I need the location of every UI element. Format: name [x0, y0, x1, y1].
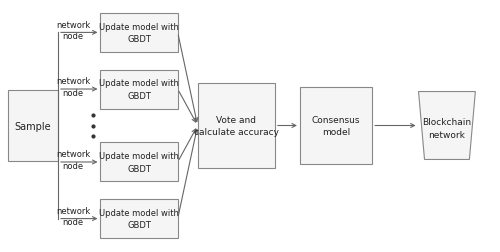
Text: network
node: network node: [56, 150, 90, 170]
Text: network
node: network node: [56, 21, 90, 41]
Text: Blockchain
network: Blockchain network: [422, 118, 472, 139]
Bar: [198, 83, 275, 169]
Text: Update model with
GBDT: Update model with GBDT: [99, 208, 179, 229]
Bar: [100, 70, 178, 109]
Bar: [300, 87, 372, 165]
Bar: [100, 14, 178, 53]
Text: Sample: Sample: [15, 121, 52, 131]
Text: Update model with
GBDT: Update model with GBDT: [99, 152, 179, 173]
Text: Vote and
calculate accuracy: Vote and calculate accuracy: [194, 115, 279, 137]
Text: Update model with
GBDT: Update model with GBDT: [99, 23, 179, 44]
Text: Update model with
GBDT: Update model with GBDT: [99, 79, 179, 100]
Polygon shape: [418, 92, 476, 160]
Text: Consensus
model: Consensus model: [312, 115, 360, 137]
Text: network
node: network node: [56, 77, 90, 97]
Bar: [8, 91, 58, 161]
Bar: [100, 143, 178, 182]
Text: network
node: network node: [56, 206, 90, 226]
Bar: [100, 199, 178, 238]
